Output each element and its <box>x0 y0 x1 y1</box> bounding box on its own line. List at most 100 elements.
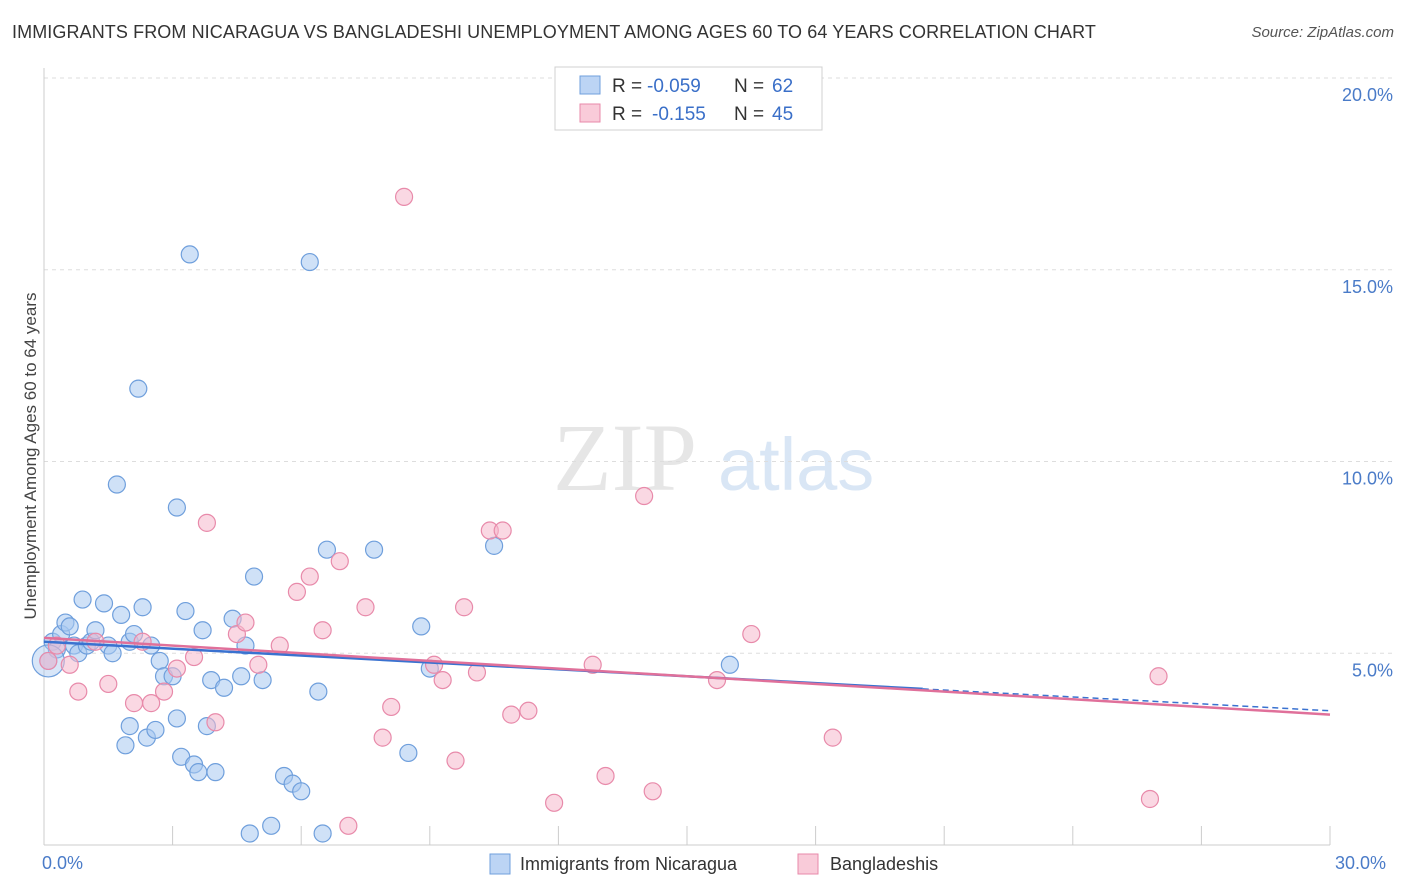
y-tick-label: 15.0% <box>1342 277 1393 297</box>
data-point <box>99 674 118 694</box>
trend-lines <box>43 636 1331 716</box>
data-point <box>142 694 161 713</box>
data-point <box>253 670 272 690</box>
data-point <box>292 782 311 801</box>
legend-swatch-pink <box>579 103 601 123</box>
bottom-legend-label-blue: Immigrants from Nicaragua <box>520 854 738 874</box>
data-point <box>317 540 337 559</box>
data-point <box>583 655 602 674</box>
legend-r-label-blue: R = <box>612 76 642 97</box>
data-point <box>1149 667 1168 686</box>
data-point <box>412 617 431 636</box>
data-point <box>116 736 135 755</box>
chart-title: IMMIGRANTS FROM NICARAGUA VS BANGLADESHI… <box>12 22 1096 42</box>
data-point <box>720 655 739 674</box>
x-tick-label-max: 30.0% <box>1335 853 1386 873</box>
data-point <box>154 682 174 701</box>
data-point <box>382 697 401 717</box>
legend-r-label-pink: R = <box>612 104 642 125</box>
data-point <box>73 590 92 609</box>
data-point <box>262 816 281 835</box>
data-point <box>193 621 212 640</box>
data-point <box>146 720 165 740</box>
source-label: Source: ZipAtlas.com <box>1251 24 1394 41</box>
bottom-legend-swatch-pink <box>797 853 819 875</box>
data-point <box>300 567 319 586</box>
data-point <box>176 601 195 621</box>
data-point <box>167 498 186 517</box>
series-bangladeshis-points <box>39 187 1168 835</box>
legend-n-value-pink: 45 <box>772 104 793 125</box>
y-tick-label: 5.0% <box>1352 660 1393 680</box>
data-point <box>112 605 131 625</box>
data-point <box>519 701 538 720</box>
data-point <box>249 655 268 674</box>
watermark-atlas: atlas <box>718 423 874 506</box>
data-point <box>129 379 148 398</box>
data-point <box>94 594 114 613</box>
data-point <box>309 682 328 701</box>
data-point <box>167 659 186 678</box>
data-point <box>1140 789 1160 809</box>
y-tick-label: 20.0% <box>1342 85 1393 105</box>
data-point <box>399 743 418 763</box>
legend-swatch-blue <box>579 75 601 95</box>
y-tick-labels: 5.0% 10.0% 15.0% 20.0% <box>1342 85 1393 680</box>
correlation-legend: R = -0.059 N = 62 R = -0.155 N = 45 <box>554 66 823 131</box>
data-point <box>502 705 521 724</box>
data-point <box>206 713 225 732</box>
data-point <box>823 728 842 747</box>
data-point <box>394 187 414 206</box>
legend-n-label-pink: N = <box>734 104 764 125</box>
data-point <box>454 598 474 617</box>
data-point <box>287 582 307 601</box>
series-legend: Immigrants from Nicaragua Bangladeshis <box>489 853 938 875</box>
data-point <box>107 475 126 494</box>
data-point <box>189 763 208 782</box>
data-point <box>300 252 319 272</box>
data-point <box>206 763 225 782</box>
legend-r-value-pink: -0.155 <box>652 104 706 125</box>
y-tick-label: 10.0% <box>1342 469 1393 489</box>
data-point <box>485 536 504 555</box>
data-point <box>39 651 58 671</box>
data-point <box>180 245 199 264</box>
data-point <box>356 598 375 617</box>
legend-n-value-blue: 62 <box>772 76 793 97</box>
data-point <box>150 651 169 671</box>
trend-line-nicaragua-dashed <box>922 688 1331 712</box>
data-point <box>330 552 349 571</box>
legend-n-label-blue: N = <box>734 76 764 97</box>
data-point <box>197 513 216 532</box>
data-point <box>313 824 332 843</box>
data-point <box>364 540 384 559</box>
data-point <box>493 521 512 540</box>
bottom-legend-swatch-blue <box>489 853 511 875</box>
grid-lines <box>44 77 1393 654</box>
data-point <box>596 766 615 786</box>
data-point <box>373 728 392 747</box>
data-point <box>103 644 122 663</box>
data-point <box>60 617 79 636</box>
trend-line-bangladeshis <box>43 636 1331 716</box>
data-point <box>120 717 139 736</box>
data-point <box>167 709 186 728</box>
data-point <box>643 782 662 801</box>
data-point <box>69 682 88 701</box>
data-point <box>424 655 444 674</box>
data-point <box>707 670 727 690</box>
data-point <box>133 598 152 617</box>
data-point <box>124 694 144 713</box>
data-point <box>232 667 251 686</box>
x-tick-label-min: 0.0% <box>42 853 83 873</box>
data-point <box>313 621 332 640</box>
data-point <box>433 670 452 690</box>
data-point <box>214 678 234 697</box>
watermark-zip: ZIP <box>553 404 697 511</box>
data-point <box>339 816 358 835</box>
bottom-legend-label-pink: Bangladeshis <box>830 854 938 874</box>
data-point <box>60 655 79 674</box>
series-nicaragua-points <box>31 245 739 843</box>
y-axis-label: Unemployment Among Ages 60 to 64 years <box>21 293 40 620</box>
